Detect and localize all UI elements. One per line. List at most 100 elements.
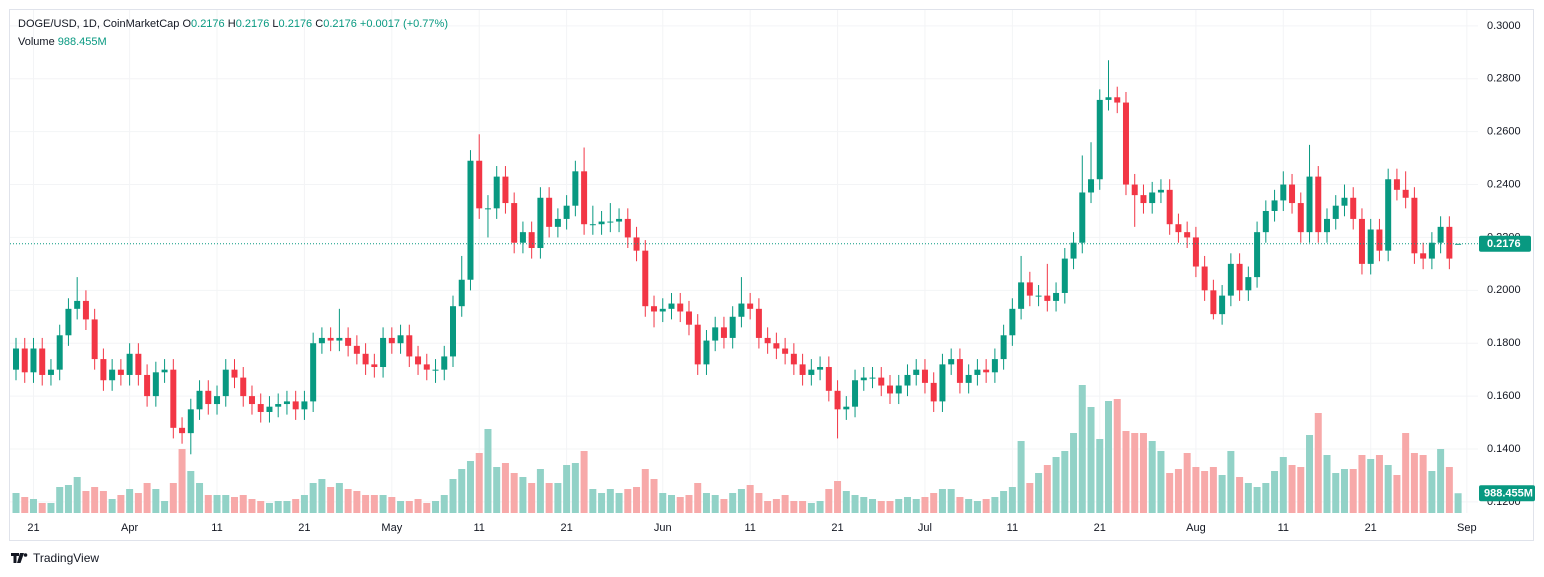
y-tick-label: 0.2600 xyxy=(1487,126,1521,138)
candle-body xyxy=(712,327,719,341)
candle-body xyxy=(983,369,990,373)
volume-bar xyxy=(1026,483,1034,513)
volume-bar xyxy=(737,489,745,513)
volume-bar xyxy=(1148,441,1156,513)
logo-dot xyxy=(23,553,28,557)
candle-body xyxy=(1131,184,1138,196)
candle-body xyxy=(493,176,500,209)
volume-bar xyxy=(1323,455,1331,513)
candle-body xyxy=(179,427,186,434)
volume-bar xyxy=(895,499,903,513)
x-tick-label: May xyxy=(381,522,402,534)
chart-border xyxy=(9,9,1534,541)
candle-body xyxy=(1236,263,1243,291)
volume-bar xyxy=(1279,457,1287,513)
field-key: O xyxy=(182,18,192,30)
volume-bar xyxy=(449,479,457,513)
candle-body xyxy=(589,224,596,226)
volume-bar xyxy=(117,495,125,513)
volume-bar xyxy=(1332,473,1340,513)
y-tick-label: 0.1400 xyxy=(1487,443,1521,455)
volume-bar xyxy=(1122,431,1130,513)
volume-bar xyxy=(973,501,981,513)
volume-tag xyxy=(1479,485,1535,502)
candle-body xyxy=(91,319,98,360)
candle-body xyxy=(56,335,63,370)
candle-body xyxy=(948,359,955,365)
candle-body xyxy=(353,345,360,354)
legend: DOGE/USD, 1D, CoinMarketCap O0.2176 H0.2… xyxy=(18,15,448,51)
volume-bar xyxy=(1174,469,1182,513)
candle-body xyxy=(887,385,893,394)
candle-body xyxy=(74,300,81,309)
candle-body xyxy=(1018,282,1025,309)
candle-body xyxy=(476,160,483,209)
volume-bar xyxy=(545,483,553,513)
volume-bar xyxy=(825,489,833,513)
candle-body xyxy=(301,401,308,410)
volume-bar xyxy=(694,483,702,513)
volume-bar xyxy=(877,501,885,513)
candle-body xyxy=(598,221,605,225)
volume-bar xyxy=(1035,473,1043,513)
volume-bar xyxy=(729,493,737,513)
candle-body xyxy=(668,303,675,309)
volume-bar xyxy=(720,499,728,513)
volume-bar xyxy=(265,503,273,513)
volume-bar xyxy=(930,493,938,513)
candle-body xyxy=(1140,195,1147,204)
candle-body xyxy=(1009,308,1016,336)
candle-body xyxy=(528,232,535,249)
volume-bar xyxy=(1166,473,1174,513)
candle-body xyxy=(467,160,474,280)
volume-bar xyxy=(388,497,396,513)
volume-bar xyxy=(187,471,195,513)
candle-body xyxy=(1376,229,1383,251)
candle-body xyxy=(511,203,518,243)
volume-name: Volume xyxy=(18,36,55,48)
candle-body xyxy=(1297,203,1304,233)
volume-bar xyxy=(1227,451,1235,513)
candle-body xyxy=(327,337,334,341)
candle-body xyxy=(1306,176,1313,233)
volume-bar xyxy=(178,449,186,513)
volume-bar xyxy=(38,503,46,513)
volume-bar xyxy=(746,485,754,513)
candle-body xyxy=(196,390,203,410)
candle-body xyxy=(720,327,727,338)
candle-body xyxy=(677,303,684,312)
candle-body xyxy=(135,353,142,375)
volume-row: Volume 988.455M xyxy=(18,33,448,51)
candle-body xyxy=(659,308,666,312)
volume-bar xyxy=(1183,453,1191,513)
volume-bar xyxy=(397,501,405,513)
symbol: DOGE/USD, 1D, CoinMarketCap xyxy=(18,18,180,30)
volume-bar xyxy=(292,499,300,513)
volume-bar xyxy=(379,495,387,513)
candle-body xyxy=(1455,243,1462,245)
brand-name: TradingView xyxy=(33,551,99,565)
candle-body xyxy=(790,353,797,365)
volume-bar xyxy=(772,499,780,513)
volume-bar xyxy=(650,479,658,513)
volume-bar xyxy=(1437,449,1445,513)
volume-bar xyxy=(161,501,169,513)
volume-bar xyxy=(624,489,632,513)
x-tick-label: Jun xyxy=(654,522,672,534)
volume-value: 988.455M xyxy=(57,36,107,48)
volume-bar xyxy=(29,499,37,513)
candle-body xyxy=(607,221,614,223)
candle-body xyxy=(502,176,509,204)
candle-body xyxy=(371,364,378,368)
candle-body xyxy=(397,335,404,344)
candle-body xyxy=(694,324,701,365)
volume-bar xyxy=(484,429,492,513)
volume-bar xyxy=(327,487,335,513)
candle-body xyxy=(161,369,168,373)
volume-bar xyxy=(56,487,64,513)
volume-bar xyxy=(405,501,413,513)
field-value: 0.2176 xyxy=(278,18,313,30)
volume-bar xyxy=(1192,467,1200,513)
candle-body xyxy=(1079,192,1086,243)
